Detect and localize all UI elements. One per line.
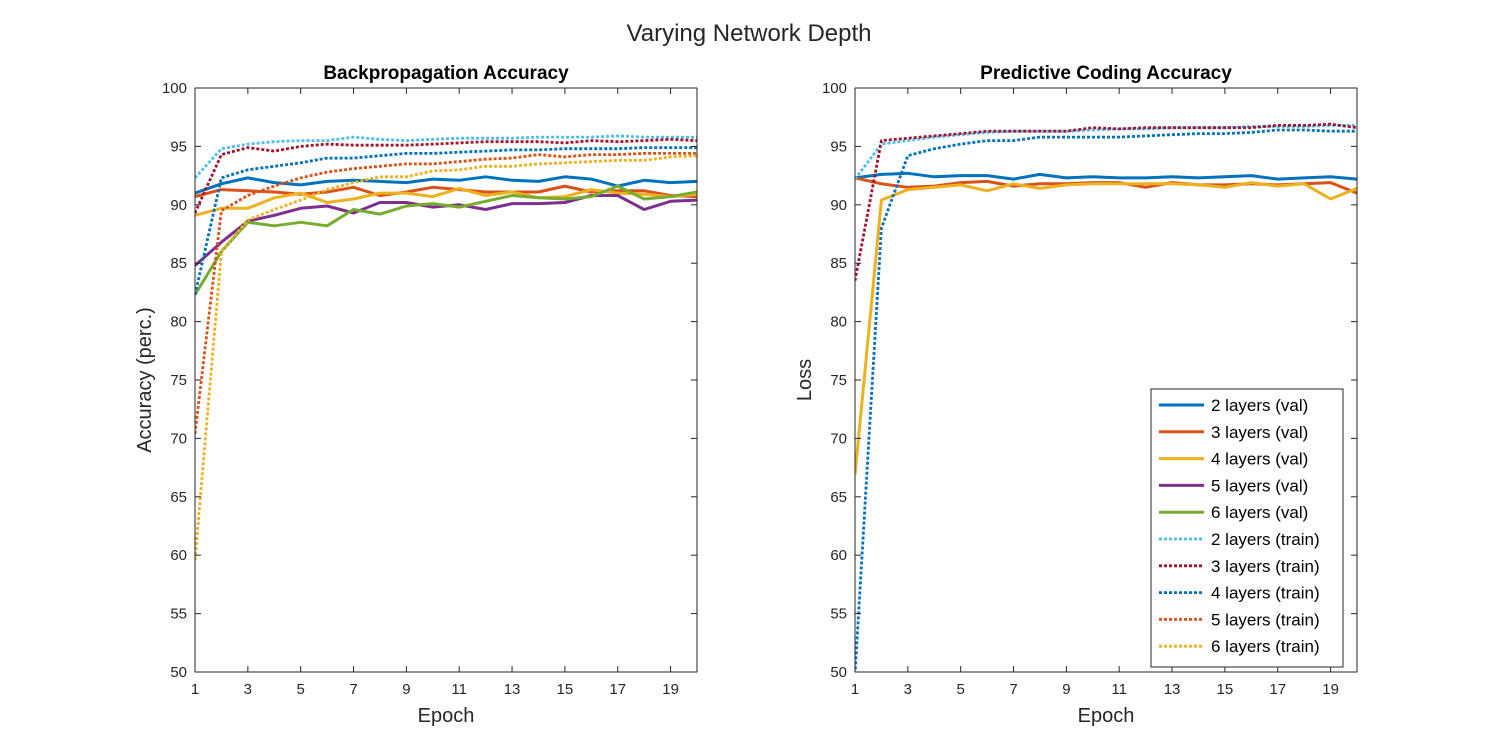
backprop-accuracy-panel: Backpropagation Accuracy Epoch Accuracy … xyxy=(134,63,698,727)
legend-label: 4 layers (train) xyxy=(1211,584,1320,603)
x-tick-label: 17 xyxy=(609,681,626,698)
panel-title: Backpropagation Accuracy xyxy=(323,63,569,84)
legend-label: 4 layers (val) xyxy=(1211,450,1308,469)
y-tick-label: 60 xyxy=(830,547,847,564)
y-tick-label: 65 xyxy=(170,489,187,506)
y-tick-label: 95 xyxy=(170,138,187,155)
x-tick-label: 3 xyxy=(244,681,252,698)
x-tick-label: 11 xyxy=(451,681,467,698)
y-tick-label: 50 xyxy=(170,664,187,681)
y-axis-label: Loss xyxy=(794,359,816,401)
y-axis-label: Accuracy (perc.) xyxy=(134,307,156,453)
series-group xyxy=(195,134,697,561)
x-tick-label: 11 xyxy=(1111,681,1127,698)
series-line-2-layers-val xyxy=(195,175,697,195)
x-tick-label: 1 xyxy=(851,681,859,698)
legend-label: 5 layers (val) xyxy=(1211,476,1308,495)
series-line-5-layers-train xyxy=(195,151,697,434)
x-tick-label: 13 xyxy=(504,681,521,698)
legend-label: 3 layers (train) xyxy=(1211,557,1320,576)
legend-label: 6 layers (val) xyxy=(1211,503,1308,522)
series-line-6-layers-train xyxy=(195,154,697,561)
series-line-3-layers-val xyxy=(195,184,697,199)
x-tick-label: 19 xyxy=(1322,681,1339,698)
y-tick-label: 50 xyxy=(830,664,847,681)
series-line-6-layers-val xyxy=(195,184,697,296)
x-tick-label: 15 xyxy=(1217,681,1234,698)
x-axis-label: Epoch xyxy=(1078,705,1135,727)
y-tick-label: 80 xyxy=(830,314,847,331)
x-tick-label: 13 xyxy=(1164,681,1181,698)
series-line-4-layers-val xyxy=(855,181,1357,475)
legend-label: 2 layers (val) xyxy=(1211,396,1308,415)
series-line-4-layers-val xyxy=(195,186,697,217)
x-tick-label: 5 xyxy=(957,681,965,698)
series-line-3-layers-train xyxy=(855,122,1357,281)
series-line-4-layers-train xyxy=(195,146,697,296)
legend-label: 5 layers (train) xyxy=(1211,610,1320,629)
x-tick-label: 9 xyxy=(1062,681,1070,698)
y-tick-label: 80 xyxy=(170,314,187,331)
series-line-3-layers-train xyxy=(195,137,697,214)
x-tick-label: 3 xyxy=(904,681,912,698)
y-tick-label: 70 xyxy=(170,430,187,447)
y-tick-label: 95 xyxy=(830,138,847,155)
legend-box xyxy=(1150,388,1344,668)
series-line-4-layers-train xyxy=(855,128,1357,672)
legend-label: 3 layers (val) xyxy=(1211,423,1308,442)
panel-title: Predictive Coding Accuracy xyxy=(980,63,1232,84)
y-tick-label: 55 xyxy=(170,606,187,623)
y-tick-label: 65 xyxy=(830,489,847,506)
series-line-2-layers-train xyxy=(195,134,697,179)
y-tick-label: 90 xyxy=(830,197,847,214)
legend: 2 layers (val) 3 layers (val) 4 layers (va… xyxy=(1150,388,1344,668)
y-tick-label: 70 xyxy=(830,430,847,447)
x-tick-label: 7 xyxy=(1009,681,1017,698)
legend-label: 2 layers (train) xyxy=(1211,530,1320,549)
figure-title: Varying Network Depth xyxy=(627,20,872,47)
x-tick-label: 1 xyxy=(191,681,199,698)
y-tick-label: 100 xyxy=(162,80,187,97)
y-tick-label: 75 xyxy=(830,372,847,389)
series-line-2-layers-val xyxy=(855,171,1357,181)
x-axis-label: Epoch xyxy=(418,705,475,727)
series-group xyxy=(855,122,1357,672)
x-tick-label: 17 xyxy=(1269,681,1286,698)
y-tick-label: 60 xyxy=(170,547,187,564)
y-tick-label: 85 xyxy=(830,255,847,272)
x-tick-label: 19 xyxy=(662,681,679,698)
y-tick-label: 100 xyxy=(822,80,847,97)
y-tick-label: 85 xyxy=(170,255,187,272)
legend-label: 6 layers (train) xyxy=(1211,637,1320,656)
y-tick-label: 90 xyxy=(170,197,187,214)
x-tick-label: 15 xyxy=(557,681,574,698)
x-tick-label: 5 xyxy=(297,681,305,698)
x-tick-label: 9 xyxy=(402,681,410,698)
y-tick-label: 75 xyxy=(170,372,187,389)
y-tick-label: 55 xyxy=(830,606,847,623)
plot-area xyxy=(195,88,697,672)
x-tick-label: 7 xyxy=(349,681,357,698)
